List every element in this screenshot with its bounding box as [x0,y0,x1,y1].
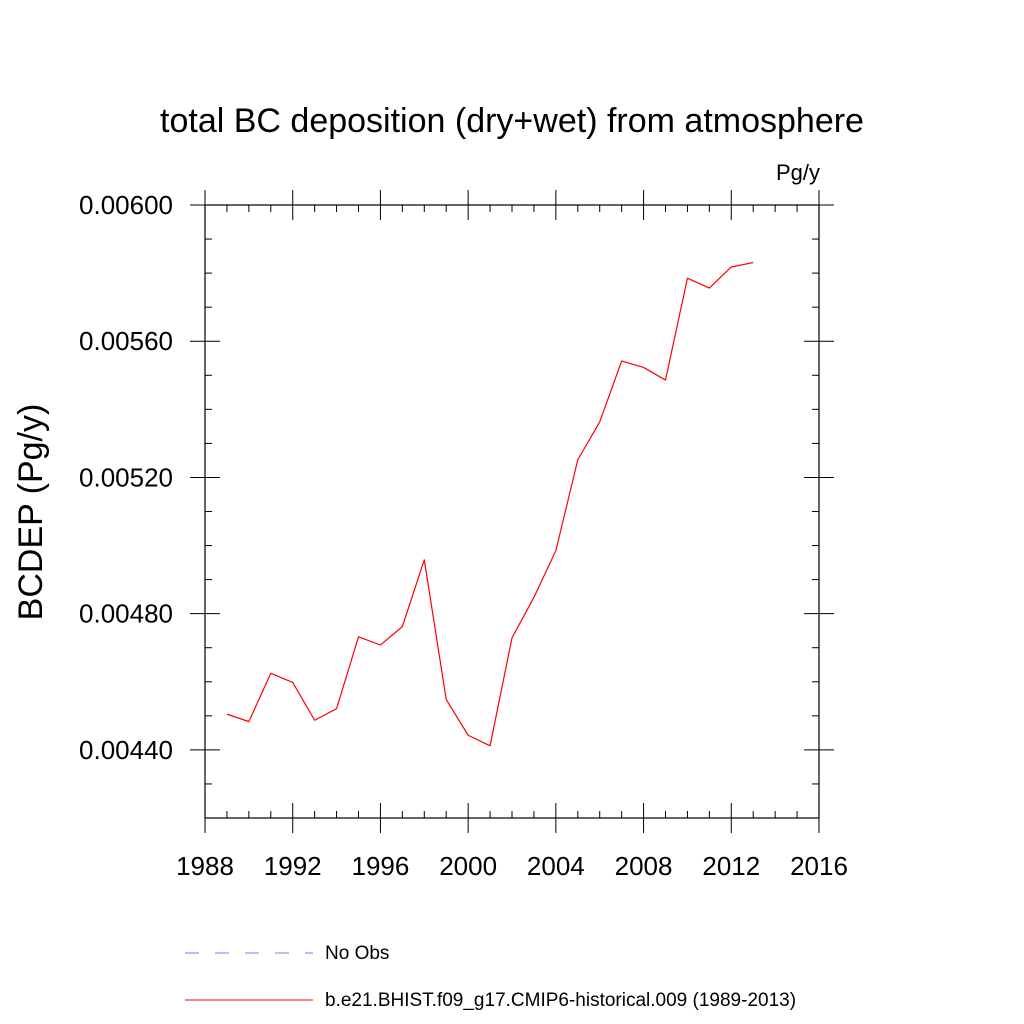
series-group [226,261,754,747]
legend-label-historical: b.e21.BHIST.f09_g17.CMIP6-historical.009… [325,990,796,1011]
x-tick-label: 1996 [352,851,410,881]
y-axis-tick-labels: 0.00440 0.00480 0.00520 0.00560 0.00600 [79,190,173,765]
x-axis-tick-labels: 1988 1992 1996 2000 2004 2008 2012 2016 [176,851,848,881]
y-axis-label: BCDEP (Pg/y) [12,404,50,621]
y-tick-label: 0.00560 [79,326,173,356]
legend-label-no-obs: No Obs [325,943,389,964]
units-label: Pg/y [776,160,820,185]
x-tick-label: 2012 [702,851,760,881]
y-tick-label: 0.00480 [79,599,173,629]
x-tick-label: 2008 [615,851,673,881]
legend: No Obs b.e21.BHIST.f09_g17.CMIP6-histori… [185,943,796,1011]
x-tick-label: 2016 [790,851,848,881]
y-tick-label: 0.00600 [79,190,173,220]
plot-frame [204,204,820,819]
y-tick-label: 0.00440 [79,735,173,765]
series-line-historical [226,261,754,747]
x-tick-label: 1992 [264,851,322,881]
x-tick-label: 2004 [527,851,585,881]
y-tick-label: 0.00520 [79,462,173,492]
x-tick-label: 1988 [176,851,234,881]
x-tick-label: 2000 [439,851,497,881]
chart-title: total BC deposition (dry+wet) from atmos… [160,102,864,140]
axis-ticks [190,190,834,833]
